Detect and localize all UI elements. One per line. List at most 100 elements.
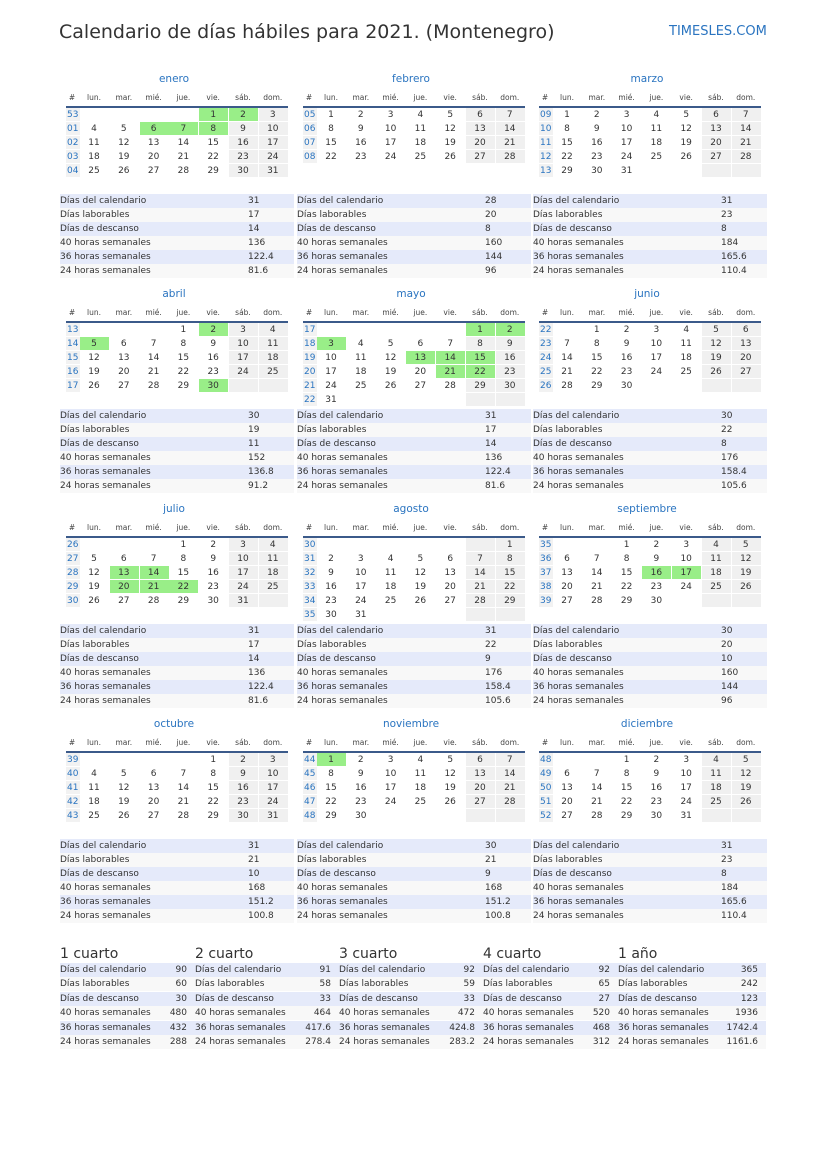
weekday-label: vie. xyxy=(206,93,220,102)
stat-value: 417.6 xyxy=(305,1022,331,1033)
day: 9 xyxy=(328,567,334,578)
day: 6 xyxy=(713,109,719,120)
day: 24 xyxy=(237,366,249,377)
day: 13 xyxy=(147,137,160,148)
week-row-bg xyxy=(303,337,317,350)
weekend-bg xyxy=(731,136,761,149)
stat-row-bg xyxy=(60,409,294,423)
stat-row-bg xyxy=(60,423,294,437)
stat-label: 24 horas semanales xyxy=(297,911,388,921)
stat-value: 30 xyxy=(175,993,187,1004)
weekday-label: # xyxy=(541,523,549,532)
weekday-label: mar. xyxy=(352,308,370,317)
weekday-label: vie. xyxy=(206,738,220,747)
day: 18 xyxy=(267,352,279,363)
stat-label: 36 horas semanales xyxy=(60,1022,151,1033)
day: 24 xyxy=(620,151,633,162)
day: 23 xyxy=(504,366,516,377)
stat-row-bg xyxy=(297,652,531,666)
weekend-bg xyxy=(731,365,761,378)
day: 6 xyxy=(120,338,127,349)
weekend-bg xyxy=(229,122,258,135)
day: 28 xyxy=(591,595,603,606)
stat-row-bg xyxy=(60,977,195,992)
day: 16 xyxy=(650,782,663,793)
stat-value: 31 xyxy=(721,841,733,851)
week-row-bg xyxy=(539,379,553,392)
stat-row-bg xyxy=(60,236,294,250)
weekday-label: dom. xyxy=(736,523,756,532)
holiday-highlight xyxy=(672,566,702,579)
total-title: 2 cuarto xyxy=(195,946,254,962)
weekend-bg xyxy=(258,351,288,364)
day: 28 xyxy=(740,151,752,162)
stat-label: Días de descanso xyxy=(60,869,139,879)
stat-row-bg xyxy=(297,666,531,680)
stat-value: 136 xyxy=(485,453,503,463)
week-number: 13 xyxy=(67,325,79,335)
day: 8 xyxy=(506,553,513,564)
day: 9 xyxy=(240,768,246,779)
day: 8 xyxy=(180,553,187,564)
stat-label: Días de descanso xyxy=(195,993,274,1004)
week-number: 30 xyxy=(304,540,316,550)
week-row-bg xyxy=(66,552,80,565)
day: 3 xyxy=(387,109,394,120)
day: 1 xyxy=(328,754,334,765)
weekday-label: vie. xyxy=(443,308,457,317)
weekend-bg xyxy=(731,379,761,392)
stat-value: 31 xyxy=(721,196,733,206)
day: 14 xyxy=(740,123,752,134)
day: 20 xyxy=(561,581,573,592)
day: 11 xyxy=(650,123,663,134)
day: 5 xyxy=(91,338,97,349)
day: 17 xyxy=(237,352,249,363)
weekend-bg xyxy=(731,150,761,163)
stat-value: 21 xyxy=(248,855,260,865)
header-rule xyxy=(539,106,761,108)
weekday-label: mié. xyxy=(145,523,162,532)
weekend-bg xyxy=(702,795,731,808)
weekday-label: lun. xyxy=(560,93,574,102)
day: 21 xyxy=(504,782,516,793)
stat-value: 122.4 xyxy=(485,467,511,477)
week-row-bg xyxy=(66,753,80,766)
day: 30 xyxy=(650,810,663,821)
day: 10 xyxy=(680,553,692,564)
stat-label: Días del calendario xyxy=(297,841,384,851)
stat-label: Días laborables xyxy=(339,979,409,990)
weekend-bg xyxy=(495,753,525,766)
day: 20 xyxy=(147,796,160,807)
stat-label: Días laborables xyxy=(195,979,265,990)
weekday-label: sáb. xyxy=(708,93,724,102)
stat-value: 165.6 xyxy=(721,897,747,907)
week-number: 39 xyxy=(540,596,552,606)
day: 30 xyxy=(237,165,249,176)
stat-label: 36 horas semanales xyxy=(533,467,624,477)
day: 10 xyxy=(267,123,279,134)
stat-row-bg xyxy=(195,1006,339,1021)
day: 13 xyxy=(740,338,752,349)
stat-value: 312 xyxy=(592,1037,610,1047)
day: 2 xyxy=(328,553,334,564)
week-number: 03 xyxy=(67,152,79,162)
stat-row-bg xyxy=(533,423,767,437)
week-number: 25 xyxy=(540,367,552,377)
day: 29 xyxy=(177,380,190,391)
stat-row-bg xyxy=(533,250,767,264)
day: 14 xyxy=(591,567,603,578)
week-number: 53 xyxy=(67,110,79,120)
day: 20 xyxy=(474,782,486,793)
weekend-bg xyxy=(229,136,258,149)
weekday-label: jue. xyxy=(413,93,428,102)
stat-value: 31 xyxy=(248,196,260,206)
day: 7 xyxy=(506,754,513,765)
day: 5 xyxy=(713,324,719,335)
weekend-bg xyxy=(229,753,258,766)
weekend-bg xyxy=(495,767,525,780)
weekday-label: # xyxy=(541,93,549,102)
day: 20 xyxy=(710,137,722,148)
week-row-bg xyxy=(303,351,317,364)
stat-row-bg xyxy=(60,624,294,638)
week-number: 07 xyxy=(304,138,316,148)
